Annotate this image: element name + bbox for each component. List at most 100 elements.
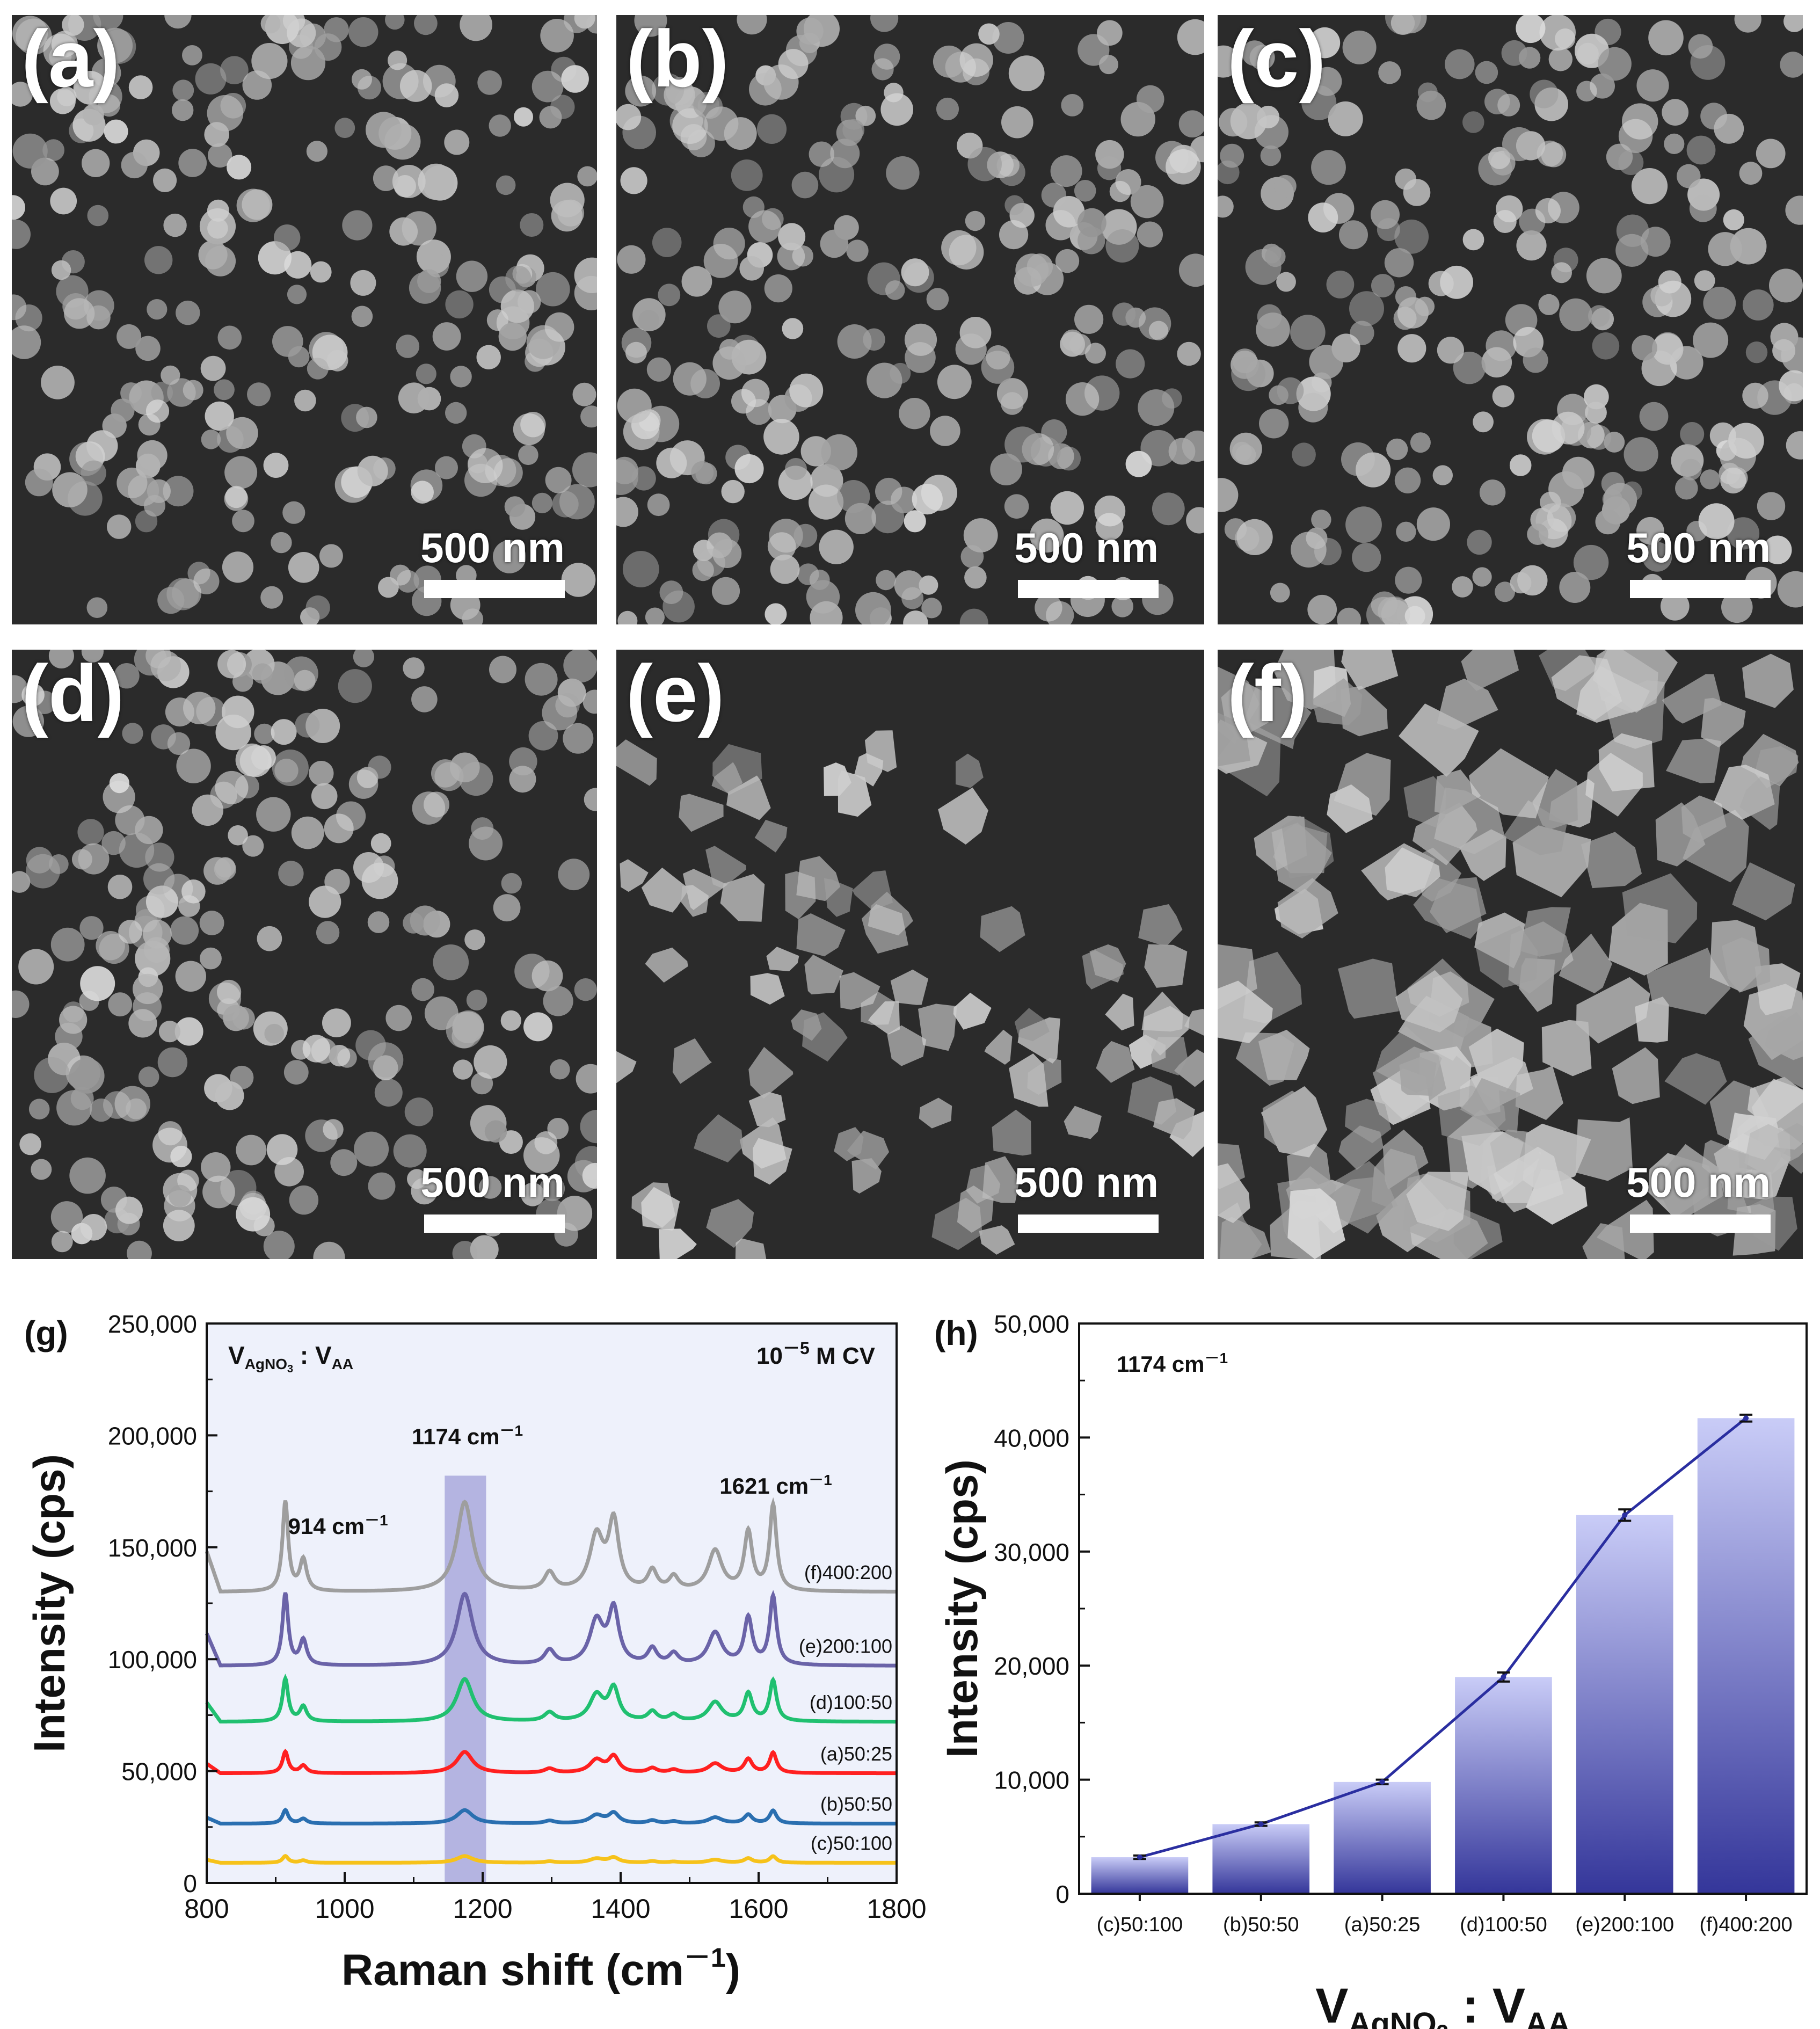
sem-particle (1078, 227, 1105, 254)
sem-particle (1662, 99, 1689, 126)
sem-particle (1395, 168, 1417, 190)
sem-particle (256, 797, 291, 832)
sem-particle (1153, 1098, 1195, 1140)
sem-particle (1262, 1090, 1320, 1150)
sem-particle (1309, 345, 1343, 379)
sem-particle (25, 468, 53, 497)
sem-particle (737, 15, 767, 35)
sem-particle (477, 70, 502, 95)
sem-particle (1282, 816, 1334, 879)
sem-particle (504, 496, 526, 517)
sem-particle (460, 15, 492, 41)
sem-particle (1598, 47, 1632, 81)
sem-particle (1744, 1124, 1790, 1177)
scale-bar-label: 500 nm (420, 524, 565, 571)
sem-particle (1055, 249, 1080, 273)
sem-particle (418, 163, 455, 200)
sem-particle (393, 1134, 427, 1168)
sem-particle (1138, 904, 1183, 947)
sem-particle (1632, 335, 1657, 361)
sem-particle (1576, 977, 1650, 1044)
sem-particle (777, 242, 805, 271)
bar (1455, 1677, 1552, 1894)
sem-particle (824, 878, 853, 917)
sem-particle (785, 871, 816, 920)
sem-particle (1337, 607, 1362, 624)
category-label: (a)50:25 (1344, 1914, 1421, 1936)
sem-particle (1680, 422, 1705, 446)
sem-particle (938, 787, 988, 845)
sem-particle (748, 1092, 786, 1128)
sem-particle (69, 1058, 105, 1094)
sem-particle (83, 104, 104, 126)
sem-particle (271, 719, 297, 745)
sem-particle (1265, 246, 1286, 267)
sem-particle (1660, 592, 1690, 621)
sem-particle (1004, 195, 1025, 215)
sem-particle (101, 831, 126, 855)
sem-particle (1338, 1125, 1384, 1170)
sem-particle (12, 871, 31, 893)
sem-particle (851, 1158, 882, 1194)
sem-particle (1144, 944, 1188, 988)
sem-particle (1777, 571, 1803, 608)
sem-particle (1290, 315, 1326, 350)
series-label: (f)400:200 (804, 1561, 892, 1583)
sem-particle (1675, 476, 1698, 500)
data-point (1258, 1821, 1264, 1827)
sem-particle (1475, 61, 1498, 84)
sem-particle (837, 480, 870, 513)
sem-particle (228, 825, 248, 846)
sem-particle (899, 398, 930, 430)
sem-particle (411, 686, 438, 712)
sem-particle (912, 484, 943, 515)
sem-particle (12, 82, 33, 107)
sem-particle (396, 334, 420, 358)
sem-particle (544, 312, 574, 342)
sem-particle (1120, 101, 1155, 137)
spectrum-line (205, 1497, 897, 1594)
sem-particle (1520, 907, 1571, 957)
sem-particle (1277, 878, 1338, 939)
sem-particle (99, 934, 129, 964)
sem-particle (681, 266, 712, 297)
sem-particle (959, 43, 993, 77)
sem-particle (992, 1109, 1032, 1156)
sem-particle (1551, 262, 1572, 283)
sem-particle (620, 167, 647, 194)
y-tick-label: 100,000 (108, 1646, 197, 1674)
sem-particle (147, 299, 168, 320)
sem-particle (361, 862, 398, 899)
spectrum-line (205, 1590, 897, 1668)
sem-particle (918, 1003, 957, 1051)
trend-line (1139, 1417, 1747, 1859)
sem-particle (266, 1134, 298, 1165)
sem-particle (198, 240, 228, 270)
sem-particle (830, 139, 860, 169)
sem-particle (48, 650, 74, 668)
panel-label: (a) (21, 15, 120, 104)
sem-particle (80, 966, 115, 1001)
sem-particle (1453, 352, 1486, 384)
sem-particle (1742, 289, 1774, 321)
bar (1212, 1824, 1310, 1894)
sem-image-panel: (b) 500 nm (616, 15, 1204, 624)
sem-particle (1274, 174, 1297, 198)
sem-particle (453, 1059, 473, 1080)
sem-particle (77, 819, 104, 846)
sem-particle (452, 1241, 478, 1259)
sem-particle (731, 389, 756, 414)
spectrum-line (206, 1748, 897, 1776)
x-tick-label: 1200 (453, 1894, 512, 1924)
sem-particle (645, 947, 688, 983)
sem-particle (81, 460, 106, 486)
sem-particle (16, 18, 52, 55)
sem-particle (1584, 384, 1609, 410)
sem-particle (416, 363, 436, 384)
series-label: (e)200:100 (799, 1635, 892, 1657)
sem-particle (143, 494, 165, 517)
sem-particle (1689, 194, 1717, 222)
sem-particle (904, 510, 926, 533)
sem-particle (1342, 30, 1377, 64)
sem-particle (1415, 296, 1435, 316)
